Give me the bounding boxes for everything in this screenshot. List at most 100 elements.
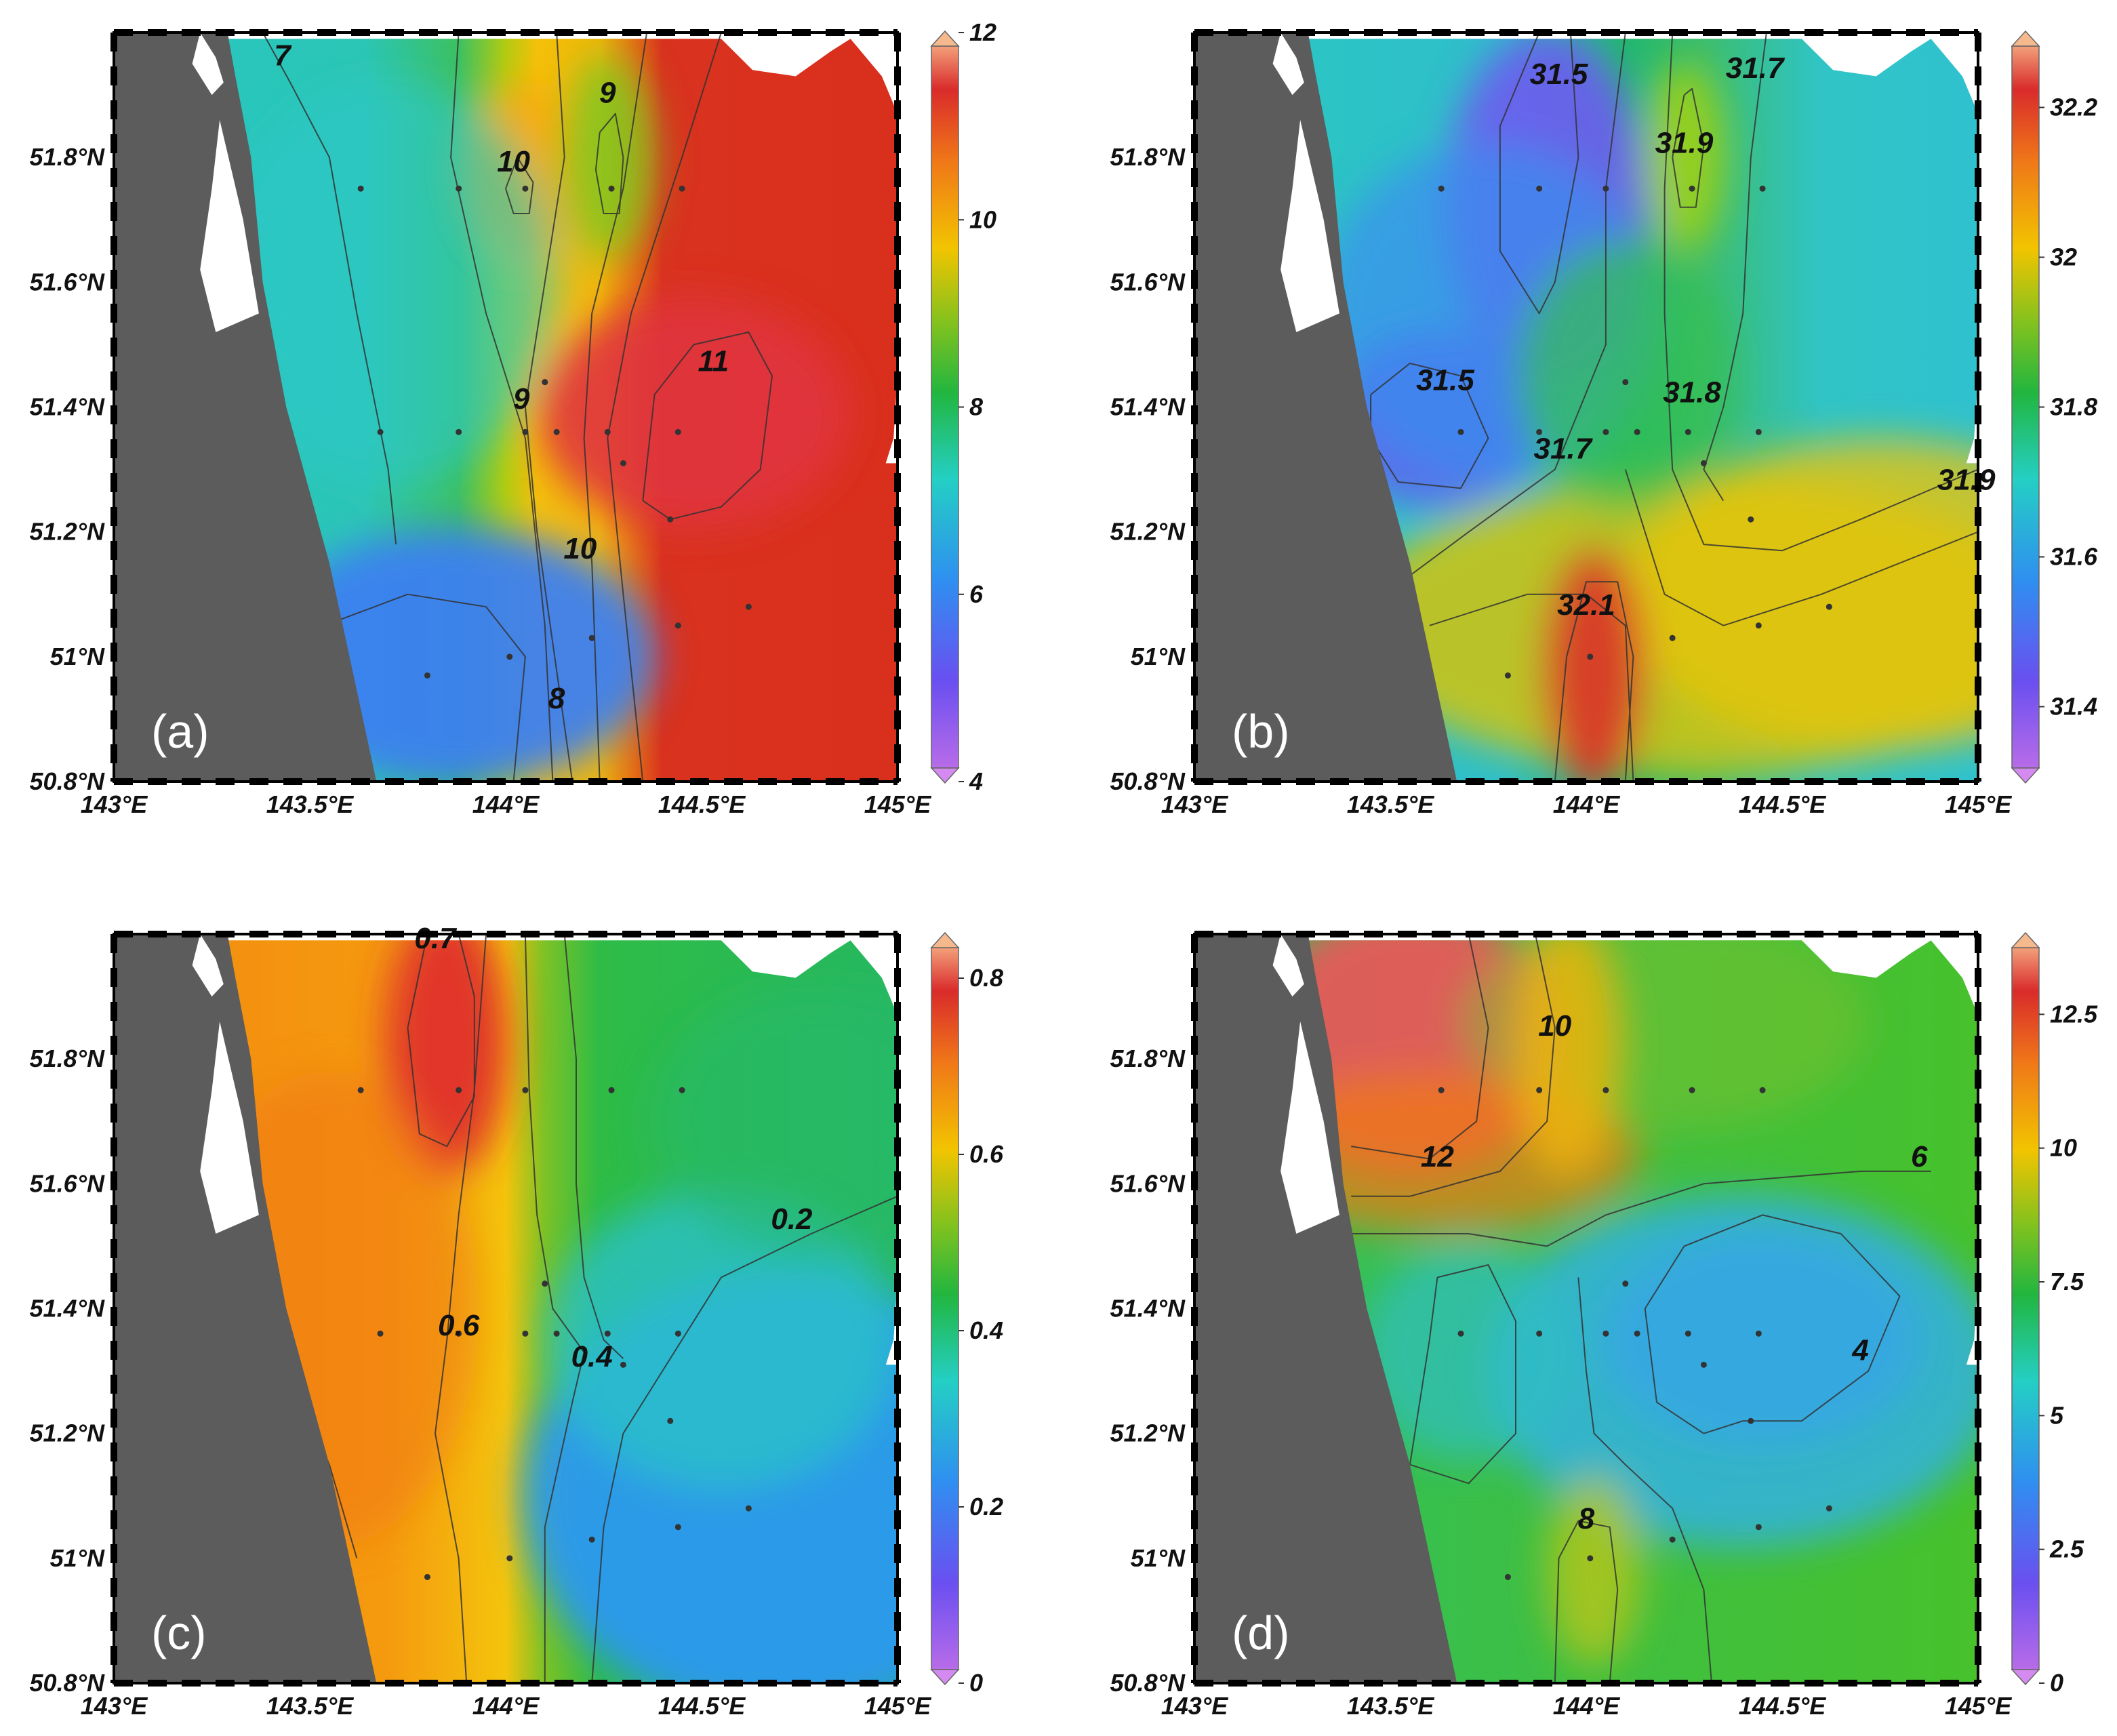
station-dot <box>1826 604 1832 610</box>
station-dot <box>1634 429 1640 435</box>
station-dot <box>1587 1555 1593 1561</box>
station-dot <box>605 1331 611 1337</box>
lat-tick-label: 51.4°N <box>30 1295 105 1323</box>
lat-tick-label: 51°N <box>1131 643 1186 670</box>
lat-tick-label: 51.8°N <box>30 1045 105 1072</box>
lat-tick-label: 51.4°N <box>1110 393 1186 421</box>
station-dot <box>506 653 512 660</box>
lat-tick-label: 51.4°N <box>1110 1295 1186 1323</box>
station-dot <box>1505 672 1511 679</box>
colorbar-tick-label: 12.5 <box>2050 1000 2098 1028</box>
station-dot <box>1748 517 1754 523</box>
station-dot <box>542 1280 548 1287</box>
station-dot <box>522 1087 528 1093</box>
lat-tick-label: 51.6°N <box>30 268 105 296</box>
contour-label: 31.8 <box>1663 376 1721 409</box>
lon-tick-label: 144.5°E <box>658 1692 746 1720</box>
lon-tick-label: 143.5°E <box>266 1692 354 1720</box>
station-dot <box>1689 1087 1695 1093</box>
contour-label: 8 <box>548 682 565 715</box>
colorbar-tick-label: 6 <box>969 580 984 608</box>
station-dot <box>1458 1331 1464 1337</box>
colorbar-ramp <box>2012 948 2039 1670</box>
contour-label: 12 <box>1421 1140 1454 1173</box>
station-dot <box>358 1087 364 1093</box>
station-dot <box>522 1331 528 1337</box>
contour-label: 6 <box>1911 1140 1928 1173</box>
colorbar-max-arrow <box>2012 933 2039 948</box>
station-dot <box>1760 1087 1766 1093</box>
station-dot <box>1685 429 1691 435</box>
station-dot <box>522 186 528 192</box>
station-dot <box>522 429 528 435</box>
lat-tick-label: 50.8°N <box>1110 767 1186 795</box>
contour-label: 10 <box>497 145 530 178</box>
panel-label: (d) <box>1232 1607 1290 1659</box>
station-dot <box>1756 1331 1762 1337</box>
station-dot <box>1536 1331 1542 1337</box>
station-dot <box>358 186 364 192</box>
station-dot <box>1826 1506 1832 1512</box>
contour-label: 11 <box>698 345 729 378</box>
colorbar-tick-label: 0.2 <box>969 1493 1003 1520</box>
lon-tick-label: 144°E <box>1553 1692 1620 1720</box>
colorbar-tick-label: 32 <box>2050 243 2077 271</box>
lon-tick-label: 145°E <box>1945 790 2012 818</box>
field-anomaly <box>1512 918 1621 1175</box>
colorbar-ramp <box>2012 46 2039 768</box>
station-dot <box>1622 1280 1628 1287</box>
contour-label: 31.7 <box>1533 432 1593 466</box>
station-dot <box>1622 379 1628 385</box>
contour-label: 0.6 <box>438 1309 480 1342</box>
station-dot <box>1602 1087 1609 1093</box>
lon-tick-label: 144.5°E <box>1739 790 1826 818</box>
station-dot <box>456 186 462 192</box>
station-dot <box>605 429 611 435</box>
station-dot <box>1634 1331 1640 1337</box>
station-dot <box>609 1087 615 1093</box>
contour-label: 31.9 <box>1937 464 1996 497</box>
station-dot <box>542 379 548 385</box>
lon-tick-label: 145°E <box>864 790 931 818</box>
lat-tick-label: 51.2°N <box>1110 518 1186 546</box>
field-anomaly <box>1544 547 1645 791</box>
lat-tick-label: 51°N <box>1131 1544 1186 1572</box>
station-dot <box>1602 1331 1609 1337</box>
colorbar-tick-label: 31.8 <box>2050 393 2097 421</box>
colorbar-min-arrow <box>2012 768 2039 783</box>
lat-tick-label: 51.6°N <box>1110 1169 1186 1197</box>
station-dot <box>456 429 462 435</box>
lon-tick-label: 144.5°E <box>658 790 746 818</box>
station-dot <box>1602 186 1609 192</box>
station-dot <box>1756 1524 1762 1530</box>
station-dot <box>1505 1574 1511 1580</box>
lat-tick-label: 51.2°N <box>30 1419 105 1447</box>
station-dot <box>506 1555 512 1561</box>
station-dot <box>675 1331 681 1337</box>
colorbar-max-arrow <box>931 933 959 948</box>
lon-tick-label: 144°E <box>472 1692 540 1720</box>
field-anomaly <box>1623 439 2117 750</box>
station-dot <box>424 672 430 679</box>
panel-label: (c) <box>151 1607 207 1659</box>
lat-tick-label: 50.8°N <box>1110 1669 1186 1697</box>
contour-label: 7 <box>274 39 292 72</box>
station-dot <box>609 186 615 192</box>
lat-tick-label: 51.6°N <box>30 1169 105 1197</box>
colorbar-tick-label: 12 <box>969 18 996 46</box>
station-dot <box>675 1524 681 1530</box>
station-dot <box>1438 186 1445 192</box>
contour-label: 0.7 <box>414 922 458 955</box>
station-dot <box>675 429 681 435</box>
colorbar-min-arrow <box>931 1670 959 1684</box>
contour-label: 8 <box>1578 1502 1595 1535</box>
lon-tick-label: 144°E <box>472 790 540 818</box>
lon-tick-label: 143.5°E <box>1347 1692 1434 1720</box>
contour-label: 31.7 <box>1726 52 1786 85</box>
station-dot <box>667 1418 673 1424</box>
colorbar-tick-label: 0.8 <box>969 964 1003 992</box>
